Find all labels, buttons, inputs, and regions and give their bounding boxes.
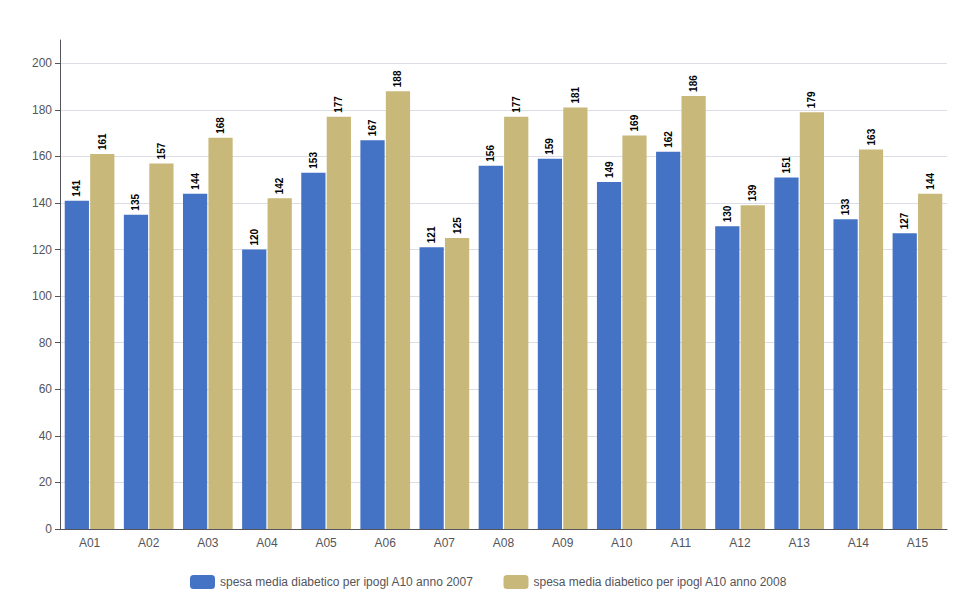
svg-text:180: 180 — [32, 103, 52, 117]
svg-text:161: 161 — [97, 133, 108, 150]
svg-text:spesa media diabetico per ipog: spesa media diabetico per ipogl A10 anno… — [220, 575, 473, 589]
svg-text:60: 60 — [39, 382, 53, 396]
svg-text:A02: A02 — [138, 536, 160, 550]
svg-text:A08: A08 — [493, 536, 515, 550]
svg-text:142: 142 — [274, 177, 285, 194]
svg-text:80: 80 — [39, 336, 53, 350]
svg-text:162: 162 — [663, 131, 674, 148]
svg-text:160: 160 — [32, 149, 52, 163]
svg-text:156: 156 — [485, 145, 496, 162]
svg-text:spesa media diabetico per ipog: spesa media diabetico per ipogl A10 anno… — [534, 575, 787, 589]
svg-text:121: 121 — [426, 226, 437, 243]
svg-text:A15: A15 — [907, 536, 929, 550]
svg-text:A06: A06 — [375, 536, 397, 550]
svg-text:149: 149 — [604, 161, 615, 178]
svg-text:A13: A13 — [788, 536, 810, 550]
svg-text:A07: A07 — [434, 536, 456, 550]
svg-text:125: 125 — [452, 217, 463, 234]
svg-text:A03: A03 — [197, 536, 219, 550]
svg-text:139: 139 — [747, 184, 758, 201]
svg-text:168: 168 — [215, 117, 226, 134]
svg-text:100: 100 — [32, 289, 52, 303]
svg-text:40: 40 — [39, 429, 53, 443]
svg-text:177: 177 — [511, 96, 522, 113]
svg-text:167: 167 — [367, 119, 378, 136]
svg-text:179: 179 — [806, 91, 817, 108]
svg-text:133: 133 — [840, 198, 851, 215]
svg-text:A04: A04 — [256, 536, 278, 550]
svg-text:141: 141 — [71, 180, 82, 197]
svg-text:20: 20 — [39, 475, 53, 489]
svg-text:159: 159 — [544, 138, 555, 155]
svg-text:A09: A09 — [552, 536, 574, 550]
svg-text:A10: A10 — [611, 536, 633, 550]
svg-text:140: 140 — [32, 196, 52, 210]
svg-text:157: 157 — [156, 142, 167, 159]
svg-text:177: 177 — [333, 96, 344, 113]
svg-text:181: 181 — [570, 86, 581, 103]
svg-text:144: 144 — [190, 173, 201, 190]
svg-text:169: 169 — [629, 114, 640, 131]
svg-text:130: 130 — [722, 205, 733, 222]
svg-text:135: 135 — [130, 194, 141, 211]
svg-text:A11: A11 — [671, 536, 692, 550]
svg-text:186: 186 — [688, 75, 699, 92]
svg-text:200: 200 — [32, 56, 52, 70]
svg-text:A05: A05 — [315, 536, 337, 550]
svg-text:A12: A12 — [729, 536, 751, 550]
svg-text:127: 127 — [899, 212, 910, 229]
svg-text:0: 0 — [45, 522, 52, 536]
svg-text:153: 153 — [308, 152, 319, 169]
svg-text:120: 120 — [249, 228, 260, 245]
svg-text:120: 120 — [32, 243, 52, 257]
svg-text:188: 188 — [392, 70, 403, 87]
svg-text:151: 151 — [781, 156, 792, 173]
svg-text:144: 144 — [925, 173, 936, 190]
svg-text:163: 163 — [866, 128, 877, 145]
svg-text:A14: A14 — [848, 536, 870, 550]
svg-text:A01: A01 — [79, 536, 101, 550]
